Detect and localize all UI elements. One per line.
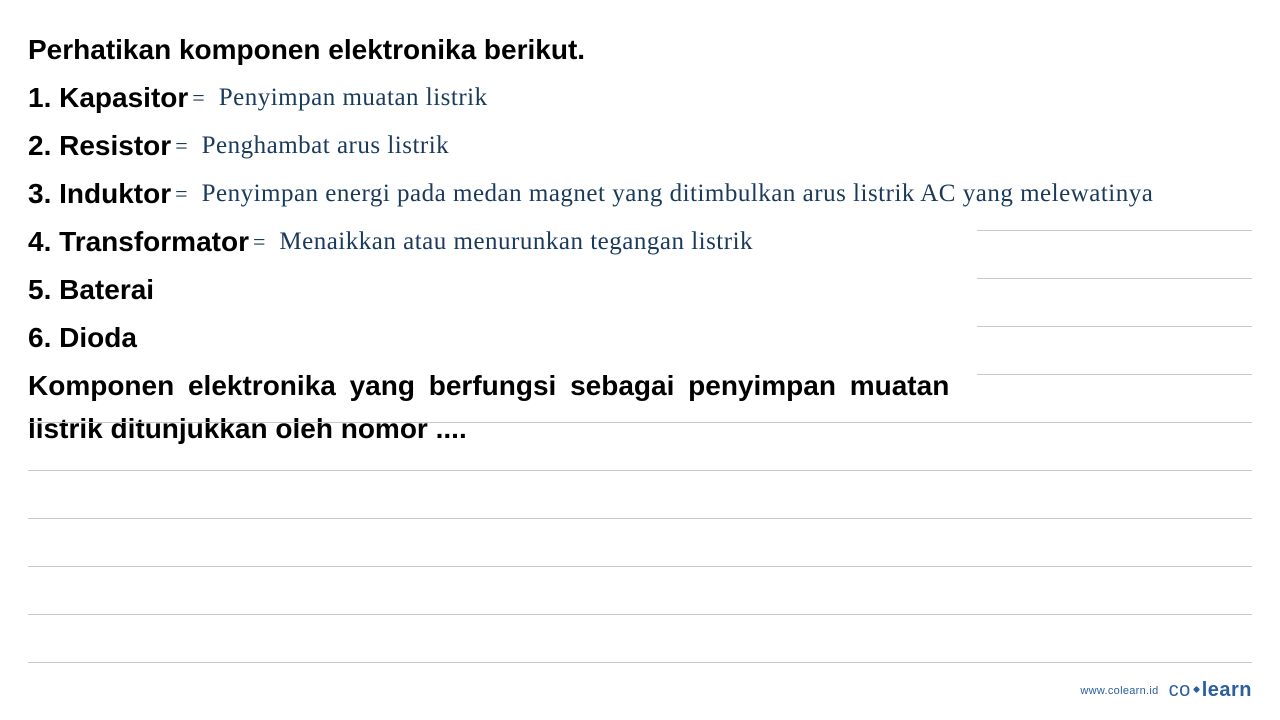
item-4-annotation: Menaikkan atau menurunkan tegangan listr… xyxy=(279,228,753,256)
ruled-line xyxy=(28,662,1252,663)
list-item: 5. Baterai xyxy=(28,268,1252,312)
ruled-line xyxy=(977,230,1252,231)
equals-sign: = xyxy=(175,133,187,159)
footer: www.colearn.id colearn xyxy=(1080,679,1252,702)
equals-sign: = xyxy=(253,229,265,255)
logo-dot-icon xyxy=(1193,686,1200,693)
ruled-line xyxy=(28,422,1252,423)
ruled-line xyxy=(28,470,1252,471)
item-5-label: 5. Baterai xyxy=(28,274,154,306)
list-item: 2. Resistor = Penghambat arus listrik xyxy=(28,124,1252,168)
ruled-line xyxy=(28,566,1252,567)
footer-url: www.colearn.id xyxy=(1080,685,1158,697)
list-item: 1. Kapasitor = Penyimpan muatan listrik xyxy=(28,76,1252,120)
item-1-annotation: Penyimpan muatan listrik xyxy=(219,84,488,112)
item-2-annotation: Penghambat arus listrik xyxy=(202,132,450,160)
ruled-line xyxy=(28,518,1252,519)
item-3-annotation: Penyimpan energi pada medan magnet yang … xyxy=(202,180,1154,208)
item-2-label: 2. Resistor xyxy=(28,130,171,162)
list-item: 6. Dioda xyxy=(28,316,1252,360)
list-item: 4. Transformator = Menaikkan atau menuru… xyxy=(28,220,1252,264)
item-3-label: 3. Induktor xyxy=(28,178,171,210)
ruled-line xyxy=(977,278,1252,279)
equals-sign: = xyxy=(192,85,204,111)
item-4-label: 4. Transformator xyxy=(28,226,249,258)
footer-logo: colearn xyxy=(1169,679,1252,702)
ruled-line xyxy=(977,326,1252,327)
equals-sign: = xyxy=(175,181,187,207)
item-1-label: 1. Kapasitor xyxy=(28,82,188,114)
ruled-line xyxy=(28,614,1252,615)
ruled-line xyxy=(977,374,1252,375)
page-title: Perhatikan komponen elektronika berikut. xyxy=(28,34,585,66)
item-6-label: 6. Dioda xyxy=(28,322,137,354)
question-text: Komponen elektronika yang berfungsi seba… xyxy=(28,364,988,451)
list-item: 3. Induktor = Penyimpan energi pada meda… xyxy=(28,172,1252,216)
